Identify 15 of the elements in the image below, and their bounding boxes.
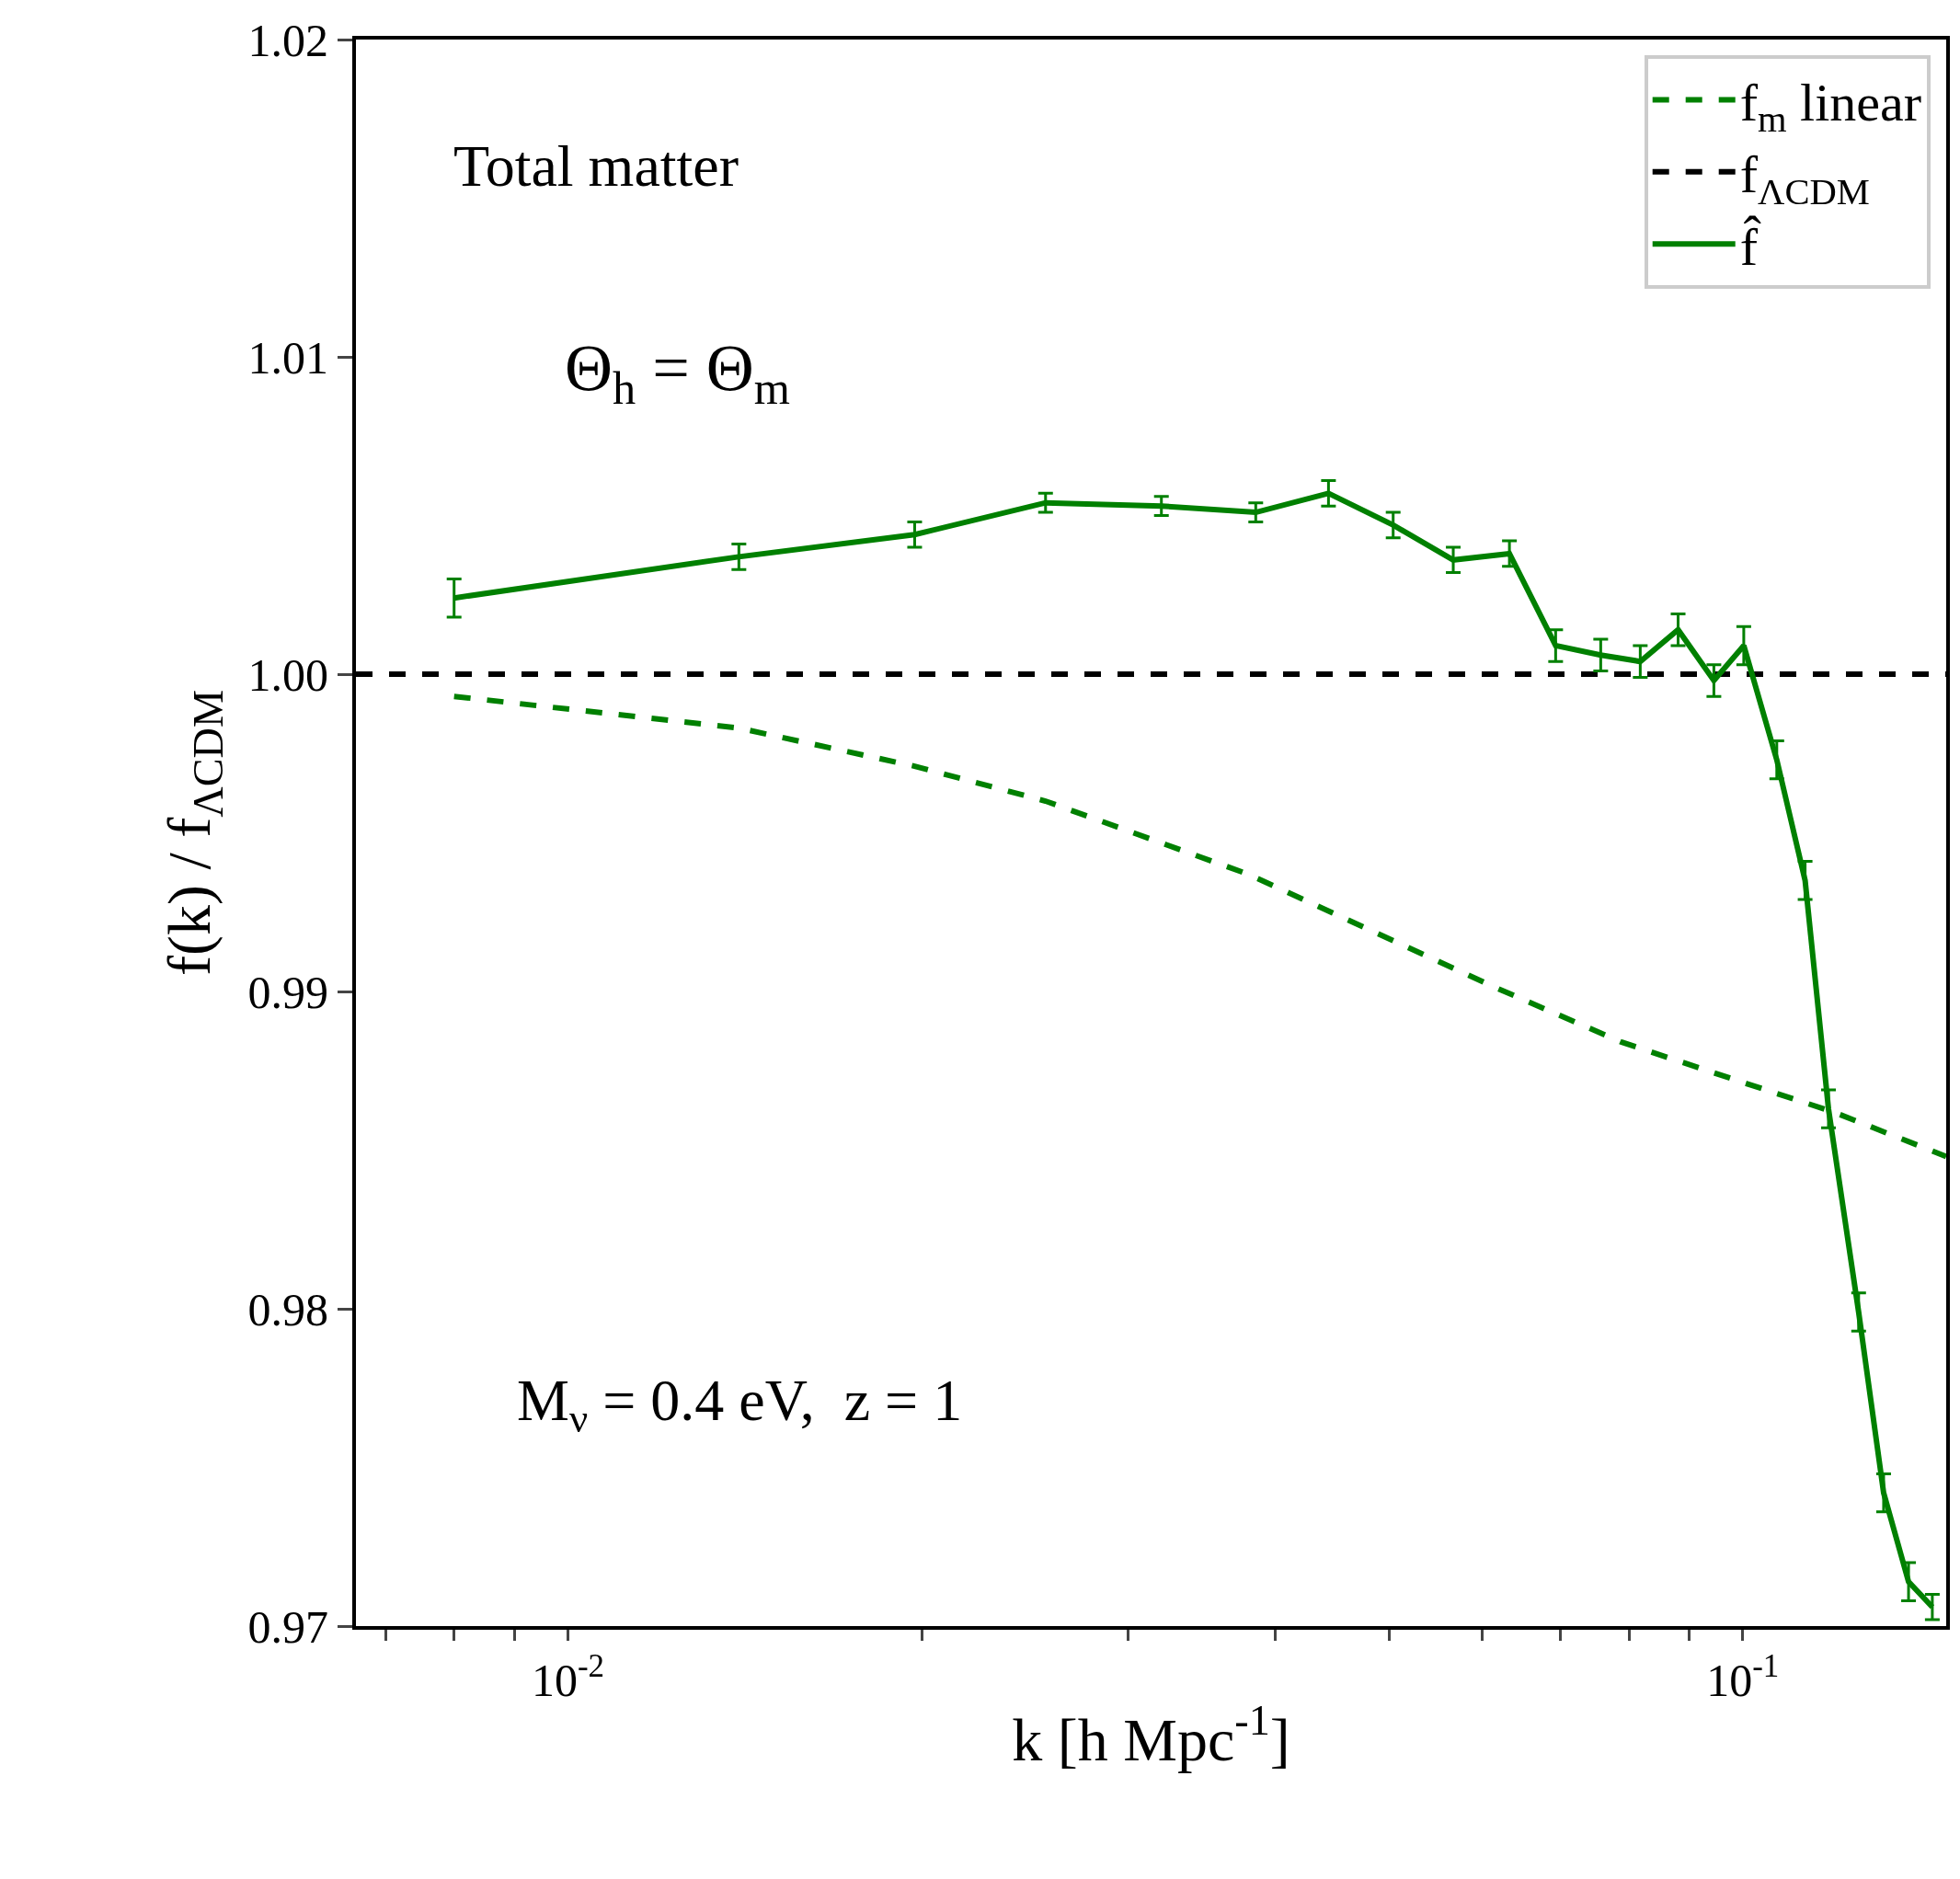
legend-label: f̂ <box>1739 214 1762 277</box>
y-tick-label: 0.99 <box>247 966 328 1018</box>
y-tick-label: 1.02 <box>247 14 328 66</box>
annotation: Θ$_{h}$ = Θ$_{m}$ <box>565 331 791 415</box>
x-axis-title: k [h Mpc$^{-1}$] <box>1012 1697 1290 1774</box>
x-tick-label: 10$^{-1}$ <box>1706 1648 1780 1706</box>
legend-label: f$_{m}$ linear <box>1739 73 1922 141</box>
legend-label: f$_{ΛCDM}$ <box>1739 144 1870 212</box>
annotation: M$_{ν}$ = 0.4 eV, z = 1 <box>517 1368 963 1442</box>
y-tick-label: 0.98 <box>247 1283 328 1335</box>
y-tick-label: 1.01 <box>247 331 328 384</box>
y-tick-label: 1.00 <box>247 648 328 701</box>
y-tick-label: 0.97 <box>247 1600 328 1653</box>
annotation: Total matter <box>453 133 739 199</box>
x-tick-label: 10$^{-2}$ <box>531 1648 605 1706</box>
